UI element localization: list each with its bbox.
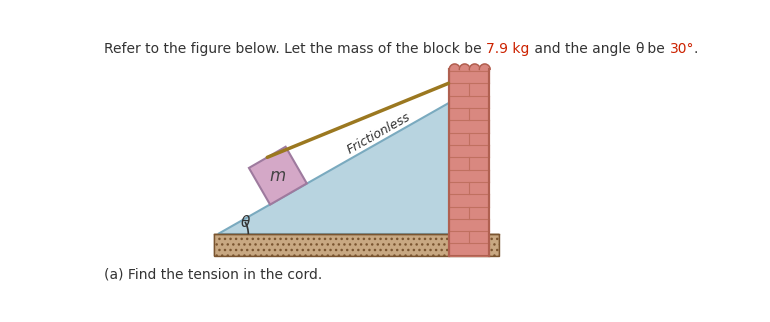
Text: θ: θ — [634, 43, 644, 56]
Bar — [448, 70, 490, 256]
Text: .: . — [694, 43, 698, 56]
Text: be: be — [643, 43, 669, 56]
Text: and the angle: and the angle — [530, 43, 634, 56]
Text: Frictionless: Frictionless — [345, 110, 413, 156]
Text: m: m — [270, 167, 286, 185]
Bar — [214, 234, 499, 256]
Text: Refer to the figure below. Let the mass of the block be: Refer to the figure below. Let the mass … — [104, 43, 487, 56]
Text: 30°: 30° — [669, 43, 694, 56]
Polygon shape — [459, 64, 470, 70]
Text: (a) Find the tension in the cord.: (a) Find the tension in the cord. — [104, 267, 323, 281]
Polygon shape — [249, 147, 306, 204]
Polygon shape — [479, 64, 490, 70]
Text: θ: θ — [240, 215, 250, 230]
Polygon shape — [450, 64, 460, 70]
Text: 7.9 kg: 7.9 kg — [487, 43, 530, 56]
Polygon shape — [470, 64, 480, 70]
Bar — [214, 234, 499, 256]
Polygon shape — [218, 100, 454, 234]
